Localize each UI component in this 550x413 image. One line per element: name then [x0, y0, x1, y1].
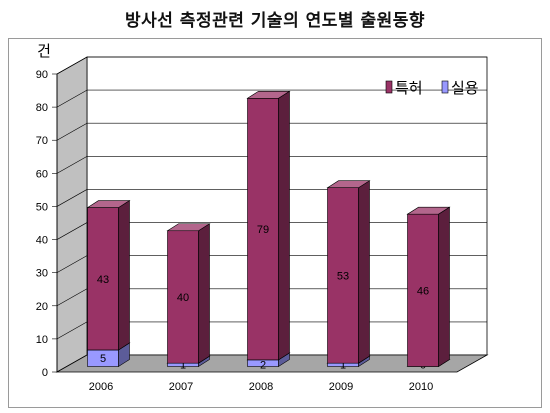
data-label-patent: 79: [257, 224, 269, 236]
y-tick-label: 30: [36, 268, 48, 280]
y-tick-label: 60: [36, 168, 48, 180]
bar-segment-patent: [327, 187, 359, 364]
y-tick-label: 0: [42, 367, 48, 379]
gridline-side: [56, 89, 88, 108]
x-tick-label: 2008: [249, 381, 273, 393]
y-tick-label: 90: [36, 69, 48, 81]
data-label-utility: 1: [180, 360, 186, 372]
y-tick-label: 40: [36, 235, 48, 247]
y-tick-label: 10: [36, 334, 48, 346]
y-tick-label: 50: [36, 201, 48, 213]
bar-segment-patent: [407, 213, 439, 367]
gridline-side: [56, 222, 88, 240]
bar-segment-patent: [167, 230, 199, 364]
bar-side-patent: [358, 180, 370, 364]
bar-top-patent: [246, 91, 291, 99]
legend-label: 특허: [395, 79, 423, 97]
x-tick-label: 2007: [169, 381, 193, 393]
gridline-side: [56, 122, 88, 141]
bar-segment-patent: [247, 98, 279, 361]
data-label-utility: 1: [340, 360, 346, 372]
bar-segment-patent: [87, 207, 119, 351]
bar-side-patent: [278, 90, 290, 361]
gridline-side: [56, 288, 88, 307]
bar-top-patent: [166, 223, 211, 232]
legend-swatch: [441, 80, 449, 94]
y-axis-unit-label: 건: [37, 42, 51, 60]
bar-side-patent: [118, 200, 130, 351]
gridline-side: [56, 156, 88, 174]
gridline-side: [56, 189, 88, 207]
legend-label: 실용: [451, 79, 479, 97]
data-label-patent: 53: [337, 270, 349, 282]
x-tick-label: 2006: [89, 381, 113, 393]
data-label-utility: 2: [260, 360, 266, 372]
gridline-side: [56, 56, 88, 75]
bar-top-patent: [326, 180, 371, 188]
y-tick-label: 20: [36, 301, 48, 313]
data-label-patent: 46: [417, 285, 429, 297]
x-tick-label: 2010: [409, 381, 433, 393]
gridline-side: [56, 321, 88, 340]
chart-title: 방사선 측정관련 기술의 연도별 출원동향: [124, 11, 426, 31]
x-tick-label: 2009: [329, 381, 353, 393]
data-label-patent: 43: [97, 274, 109, 286]
data-label-patent: 40: [177, 292, 189, 304]
bar-side-patent: [438, 206, 450, 368]
data-label-utility: 5: [100, 353, 106, 365]
bar-top-patent: [86, 200, 131, 208]
bar-top-patent: [406, 206, 451, 215]
y-tick-label: 80: [36, 102, 48, 114]
y-tick-label: 70: [36, 135, 48, 147]
gridline-side: [56, 255, 88, 273]
bar-side-patent: [198, 223, 210, 364]
legend-swatch: [385, 80, 393, 94]
